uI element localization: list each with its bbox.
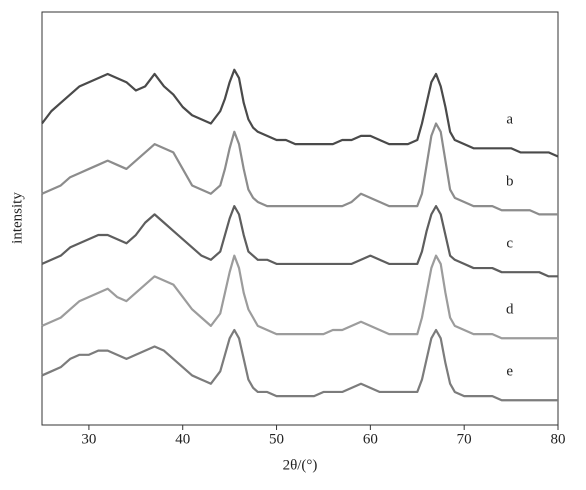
series-label: b (506, 174, 514, 190)
series-label: a (506, 112, 513, 128)
series-label: d (506, 302, 514, 318)
x-tick-label: 30 (81, 431, 96, 447)
x-tick-label: 50 (269, 431, 284, 447)
series-line (41, 328, 558, 402)
series-line (41, 205, 558, 278)
series-line (41, 122, 558, 216)
series-label: e (506, 364, 513, 380)
x-tick-label: 60 (363, 431, 378, 447)
x-tick-label: 80 (551, 431, 566, 447)
series-line (41, 254, 558, 340)
series-line (41, 68, 559, 158)
x-tick-label: 40 (175, 431, 190, 447)
plot-frame (41, 11, 559, 426)
x-axis-label: 2θ/(°) (283, 457, 318, 473)
x-tick-label: 70 (457, 431, 472, 447)
y-axis-label: intensity (9, 192, 25, 244)
series-label: c (506, 236, 513, 252)
